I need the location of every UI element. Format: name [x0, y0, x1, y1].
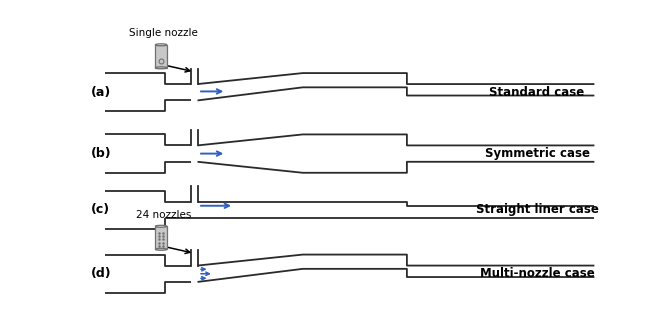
Ellipse shape	[155, 248, 167, 250]
Text: (d): (d)	[91, 267, 112, 280]
Text: Single nozzle: Single nozzle	[129, 28, 198, 39]
Text: 24 nozzles: 24 nozzles	[136, 210, 192, 220]
Text: (b): (b)	[91, 147, 112, 160]
Ellipse shape	[155, 67, 167, 69]
Ellipse shape	[155, 44, 167, 46]
Text: Straight liner case: Straight liner case	[476, 203, 599, 216]
Text: (c): (c)	[91, 203, 110, 216]
Text: Multi-nozzle case: Multi-nozzle case	[480, 267, 595, 280]
Text: Symmetric case: Symmetric case	[485, 147, 589, 160]
Text: Standard case: Standard case	[489, 86, 585, 99]
Ellipse shape	[155, 225, 167, 227]
Bar	[155, 226, 167, 249]
Text: (a): (a)	[91, 86, 111, 99]
Bar	[155, 45, 167, 68]
